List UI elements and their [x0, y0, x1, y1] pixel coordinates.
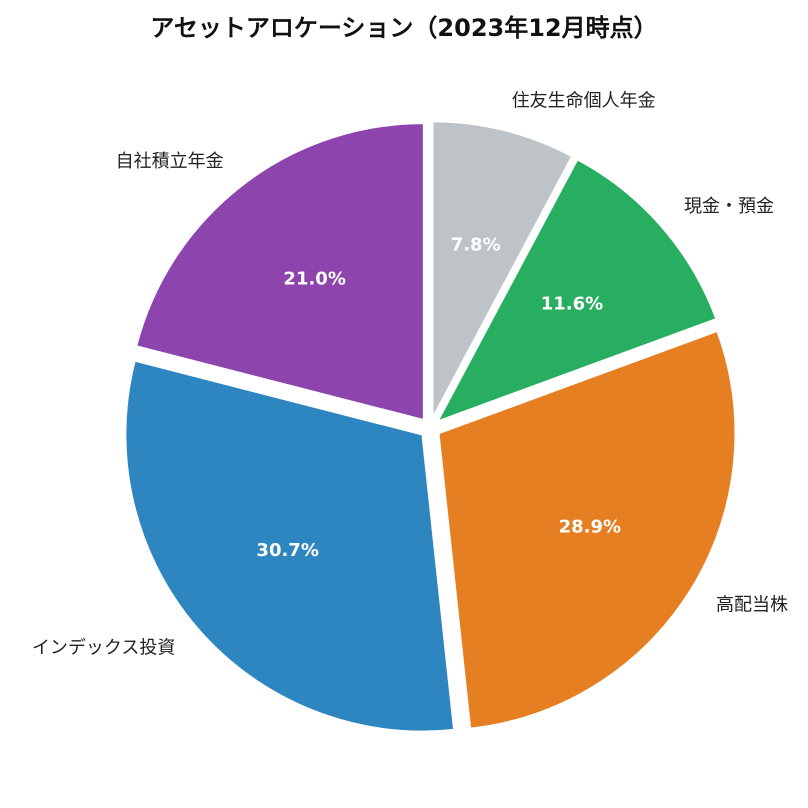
pie-slice-1: [435, 158, 718, 424]
slice-percent-label: 11.6%: [541, 293, 603, 314]
slice-percent-label: 30.7%: [256, 540, 318, 561]
chart-title: アセットアロケーション（2023年12月時点）: [150, 14, 658, 42]
pie-slice-4: [134, 122, 425, 422]
slice-category-label: 現金・預金: [684, 196, 774, 217]
slice-category-label: 住友生命個人年金: [512, 90, 656, 111]
pie-slice-0: [431, 120, 574, 419]
slice-percent-label: 21.0%: [283, 268, 345, 289]
slice-percent-label: 28.9%: [559, 516, 621, 537]
slice-category-label: インデックス投資: [32, 637, 175, 658]
slice-category-label: 高配当株: [716, 595, 788, 616]
slice-category-label: 自社積立年金: [116, 151, 224, 172]
pie-slice-3: [124, 359, 456, 733]
slice-percent-label: 7.8%: [451, 234, 501, 255]
pie-slice-2: [437, 329, 737, 730]
